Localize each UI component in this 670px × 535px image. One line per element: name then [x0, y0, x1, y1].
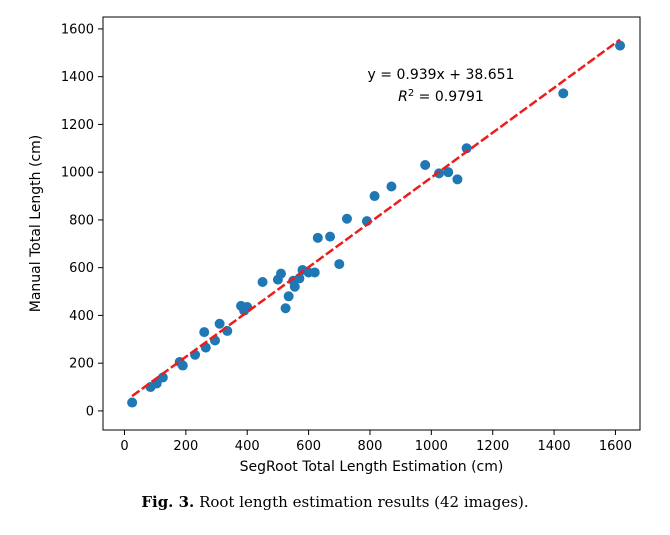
data-point	[452, 174, 463, 185]
y-tick-label: 0	[86, 404, 94, 419]
data-point	[312, 232, 323, 243]
caption-label: Fig. 3.	[141, 493, 195, 511]
data-point	[341, 213, 352, 224]
r2-symbol: R	[398, 89, 408, 105]
regression-line-group	[131, 38, 621, 398]
plot-area-frame	[102, 16, 641, 431]
regression-line	[131, 38, 621, 398]
data-point	[257, 276, 268, 287]
data-point	[309, 267, 320, 278]
data-point	[199, 327, 210, 338]
y-axis-label: Manual Total Length (cm)	[28, 135, 44, 312]
x-axis-label: SegRoot Total Length Estimation (cm)	[240, 459, 504, 475]
data-point	[127, 397, 138, 408]
data-point	[283, 291, 294, 302]
y-tick-label: 1400	[61, 70, 94, 85]
y-tick-label: 1000	[61, 166, 94, 181]
x-tick-label: 1000	[415, 439, 448, 454]
data-points	[127, 40, 626, 408]
r-squared-annotation: R2 = 0.9791	[398, 88, 484, 106]
data-point	[558, 88, 569, 99]
y-axis: 0 200 400 600 800 1000 1200 1400 1600	[61, 22, 103, 419]
data-point	[289, 281, 300, 292]
x-tick-label: 0	[120, 439, 128, 454]
caption-text: Root length estimation results (42 image…	[194, 493, 529, 511]
y-tick-label: 400	[69, 309, 94, 324]
y-tick-label: 1200	[61, 118, 94, 133]
data-point	[157, 372, 168, 383]
x-tick-label: 800	[358, 439, 383, 454]
data-point	[443, 167, 454, 178]
data-point	[369, 191, 380, 202]
data-point	[280, 303, 291, 314]
data-point	[615, 40, 626, 51]
x-tick-label: 1600	[599, 439, 632, 454]
figure-caption: Fig. 3. Root length estimation results (…	[0, 493, 670, 511]
x-tick-label: 600	[296, 439, 321, 454]
r2-superscript: 2	[408, 88, 414, 99]
x-tick-label: 200	[173, 439, 198, 454]
data-point	[334, 259, 345, 270]
data-point	[420, 160, 431, 171]
regression-equation: y = 0.939x + 38.651	[368, 67, 515, 83]
x-axis: 0 200 400 600 800 1000 1200 1400 1600	[120, 430, 632, 454]
x-tick-label: 1400	[538, 439, 571, 454]
x-tick-label: 400	[235, 439, 260, 454]
data-point	[294, 273, 305, 284]
r2-value: = 0.9791	[414, 89, 484, 105]
data-point	[275, 268, 286, 279]
scatter-chart: 0 200 400 600 800 1000 1200 1400 1600 0 200 400 600…	[28, 16, 641, 475]
data-point	[325, 231, 336, 242]
data-point	[214, 318, 225, 329]
data-point	[222, 325, 233, 336]
data-point	[386, 181, 397, 192]
y-tick-label: 1600	[61, 22, 94, 37]
data-point	[177, 360, 188, 371]
y-tick-label: 800	[69, 213, 94, 228]
x-tick-label: 1200	[476, 439, 509, 454]
y-tick-label: 200	[69, 357, 94, 372]
y-tick-label: 600	[69, 261, 94, 276]
